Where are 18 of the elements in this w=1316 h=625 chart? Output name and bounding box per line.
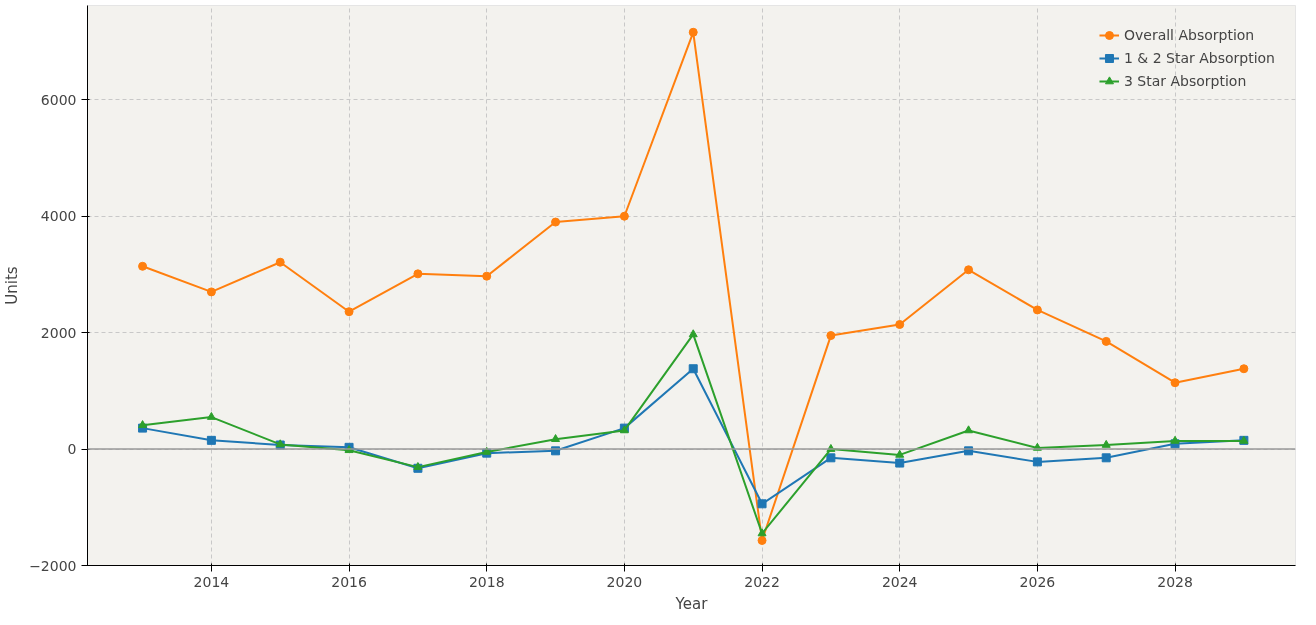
x-tick-label: 2024 [881, 573, 918, 590]
y-tick-label: 6000 [40, 91, 77, 108]
y-tick-label: 4000 [40, 208, 77, 225]
legend-label: Overall Absorption [1123, 27, 1255, 43]
y-axis-title: Units [3, 266, 22, 305]
x-tick-label: 2026 [1019, 573, 1056, 590]
x-axis-title: Year [674, 594, 709, 613]
x-tick-label: 2020 [606, 573, 643, 590]
y-tick-label: 2000 [40, 324, 77, 341]
x-tick-label: 2018 [468, 573, 505, 590]
x-tick-label: 2014 [193, 573, 230, 590]
x-tick-label: 2016 [331, 573, 367, 590]
y-tick-label: 0 [67, 441, 77, 458]
x-tick-label: 2022 [744, 573, 780, 590]
y-tick-label: −2000 [29, 557, 77, 574]
legend-label: 1 & 2 Star Absorption [1123, 50, 1275, 66]
legend-label: 3 Star Absorption [1123, 73, 1247, 89]
x-tick-label: 2028 [1157, 573, 1193, 590]
